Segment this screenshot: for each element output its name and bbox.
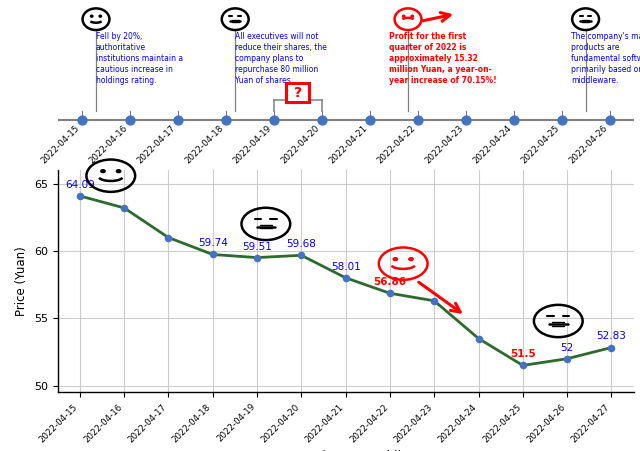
Text: 59.51: 59.51: [242, 242, 272, 252]
Ellipse shape: [116, 170, 121, 173]
Text: 2022-04-17: 2022-04-17: [136, 124, 178, 166]
Ellipse shape: [409, 258, 413, 261]
Point: [518, 362, 528, 369]
Text: 52: 52: [561, 343, 574, 353]
Y-axis label: Price (Yuan): Price (Yuan): [15, 246, 28, 316]
Point: [296, 252, 307, 259]
Point: [365, 117, 375, 124]
Point: [252, 254, 262, 261]
Ellipse shape: [100, 170, 105, 173]
Point: [269, 117, 279, 124]
Circle shape: [99, 15, 102, 17]
Circle shape: [411, 15, 413, 17]
Text: 2022-04-15: 2022-04-15: [40, 124, 82, 166]
X-axis label: Date (yyyy-MM-dd): Date (yyyy-MM-dd): [289, 450, 402, 451]
Text: 59.68: 59.68: [286, 239, 316, 249]
Text: 64.09: 64.09: [65, 180, 95, 190]
Circle shape: [403, 15, 405, 17]
Text: 2022-04-18: 2022-04-18: [184, 124, 226, 166]
Point: [173, 117, 183, 124]
Point: [461, 117, 471, 124]
Text: All executives will not
reduce their shares, the
company plans to
repurchase 80 : All executives will not reduce their sha…: [236, 32, 327, 85]
Text: 2022-04-22: 2022-04-22: [376, 124, 418, 166]
Text: 2022-04-21: 2022-04-21: [328, 124, 370, 166]
Point: [207, 251, 218, 258]
Point: [413, 117, 423, 124]
Text: 2022-04-25: 2022-04-25: [520, 124, 562, 166]
Text: 2022-04-20: 2022-04-20: [280, 124, 322, 166]
Point: [163, 234, 173, 241]
Point: [474, 335, 484, 342]
Point: [340, 274, 351, 281]
Point: [429, 297, 439, 304]
Point: [606, 344, 616, 351]
FancyBboxPatch shape: [286, 83, 309, 102]
Point: [557, 117, 567, 124]
Text: 58.01: 58.01: [331, 262, 360, 272]
Text: 2022-04-16: 2022-04-16: [88, 124, 129, 166]
Point: [509, 117, 519, 124]
Text: 59.74: 59.74: [198, 239, 228, 249]
Text: 2022-04-23: 2022-04-23: [424, 124, 466, 166]
Point: [77, 117, 87, 124]
Text: 51.5: 51.5: [510, 350, 536, 359]
Text: Fell by 20%,
authoritative
institutions maintain a
cautious increase in
holdings: Fell by 20%, authoritative institutions …: [96, 32, 183, 85]
Ellipse shape: [393, 258, 397, 261]
Text: 2022-04-26: 2022-04-26: [568, 124, 610, 166]
Point: [385, 290, 395, 297]
Text: 56.86: 56.86: [373, 277, 406, 287]
Text: 2022-04-24: 2022-04-24: [472, 124, 514, 166]
Text: 52.83: 52.83: [596, 331, 627, 341]
Text: Profit for the first
quarter of 2022 is
approximately 15.32
million Yuan, a year: Profit for the first quarter of 2022 is …: [388, 32, 497, 85]
Point: [605, 117, 615, 124]
Point: [75, 192, 85, 199]
Point: [124, 117, 135, 124]
Text: ?: ?: [294, 86, 301, 100]
Text: 2022-04-19: 2022-04-19: [232, 124, 274, 166]
Text: The company's main
products are
fundamental software
primarily based on
middlewa: The company's main products are fundamen…: [571, 32, 640, 85]
Point: [317, 117, 327, 124]
Circle shape: [90, 15, 93, 17]
Point: [220, 117, 231, 124]
Point: [119, 204, 129, 212]
Point: [562, 355, 572, 362]
